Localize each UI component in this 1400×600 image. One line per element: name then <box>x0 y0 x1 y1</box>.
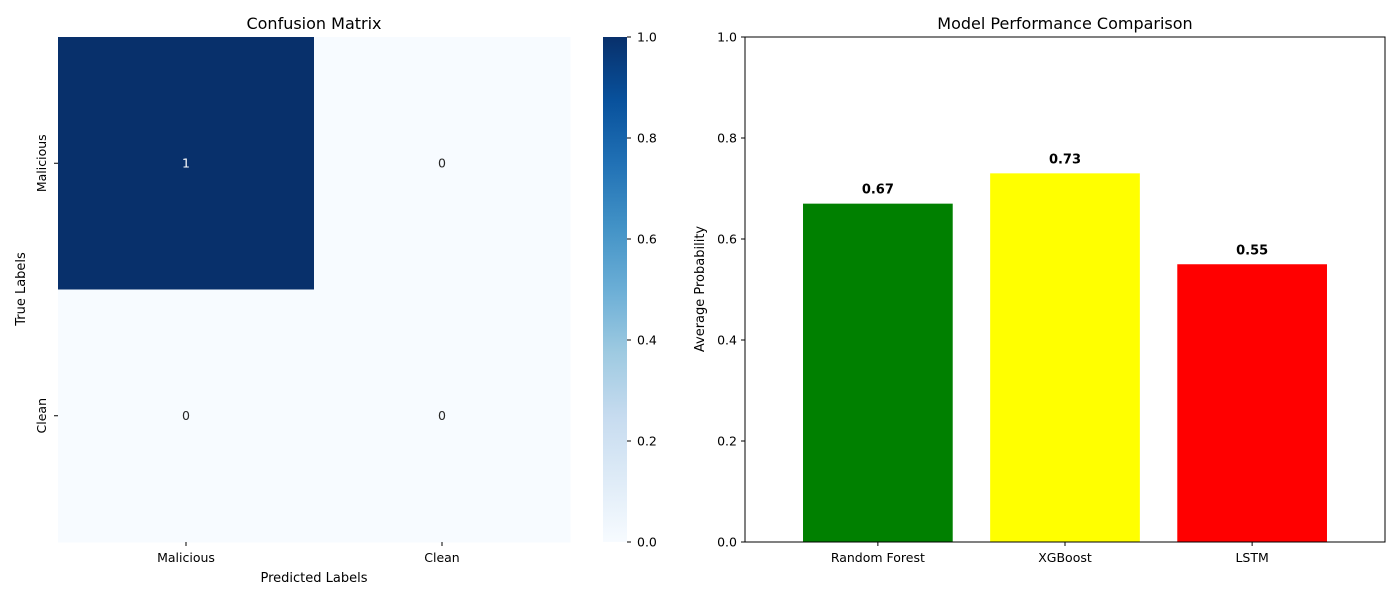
confusion-matrix-panel: Confusion Matrix 1 00 0 Malicious CleanMali… <box>14 14 571 586</box>
bar-x-tick-label: LSTM <box>1235 550 1268 565</box>
colorbar-tick-label: 0.2 <box>637 434 657 449</box>
heatmap-cell <box>314 289 571 543</box>
bar-y-tick-label: 1.0 <box>717 30 737 45</box>
heatmap-x-axis-label: Predicted Labels <box>260 571 367 586</box>
heatmap-title: Confusion Matrix <box>246 14 381 33</box>
bar-x-ticks: Random Forest XGBoost LSTM <box>831 542 1269 565</box>
bar-value-label: 0.73 <box>1049 152 1081 167</box>
colorbar-tick-label: 0.0 <box>637 535 657 550</box>
colorbar-tick-label: 0.8 <box>637 131 657 146</box>
heatmap-cell <box>58 37 315 290</box>
bars <box>803 173 1327 542</box>
colorbar-ticks: 0.0 0.2 0.4 0.6 0.8 1.0 <box>627 30 657 550</box>
bar-plot-frame <box>744 36 1386 543</box>
heatmap-ticks: Malicious Clean Malicious Clean <box>34 134 460 565</box>
bar-y-tick-label: 0.8 <box>717 131 737 146</box>
heatmap-x-tick-label: Clean <box>424 550 459 565</box>
heatmap-y-tick-label: Malicious <box>34 134 49 192</box>
colorbar-tick-label: 0.6 <box>637 232 657 247</box>
bar-y-tick-label: 0.4 <box>717 333 737 348</box>
colorbar: 0.0 0.2 0.4 0.6 0.8 1.0 <box>603 30 657 550</box>
heatmap-cell <box>314 37 571 290</box>
heatmap-cell-label: 0 <box>438 408 446 423</box>
bar-x-tick-label: XGBoost <box>1038 550 1092 565</box>
bar-value-label: 0.55 <box>1236 243 1268 258</box>
bar-y-axis-label: Average Probability <box>693 226 708 353</box>
bar-y-tick-label: 0.0 <box>717 535 737 550</box>
colorbar-gradient <box>603 37 627 542</box>
colorbar-tick-label: 0.4 <box>637 333 657 348</box>
heatmap-cell-label: 0 <box>438 155 446 170</box>
model-performance-panel: Model Performance Comparison 0.00.20.40.… <box>693 14 1386 565</box>
bar <box>990 173 1140 542</box>
bar-value-labels: 0.67 0.73 0.55 <box>862 152 1268 258</box>
heatmap-cell-label: 0 <box>182 408 190 423</box>
heatmap-y-tick-label: Clean <box>34 398 49 433</box>
heatmap-cell-label: 1 <box>182 155 190 170</box>
bar-y-tick-label: 0.6 <box>717 232 737 247</box>
colorbar-tick-label: 1.0 <box>637 30 657 45</box>
heatmap-x-tick-label: Malicious <box>157 550 215 565</box>
bar-x-tick-label: Random Forest <box>831 550 925 565</box>
bar-y-ticks: 0.0 0.2 0.4 0.6 0.8 1.0 <box>717 30 745 550</box>
bar-value-label: 0.67 <box>862 183 894 198</box>
bar-chart-title: Model Performance Comparison <box>937 14 1192 33</box>
bar <box>803 203 953 542</box>
bar <box>1177 264 1327 542</box>
heatmap-y-axis-label: True Labels <box>14 252 29 327</box>
heatmap-cell <box>58 289 315 543</box>
heatmap-cells: 1 0 0 0 <box>58 37 571 543</box>
bar-y-tick-label: 0.2 <box>717 434 737 449</box>
